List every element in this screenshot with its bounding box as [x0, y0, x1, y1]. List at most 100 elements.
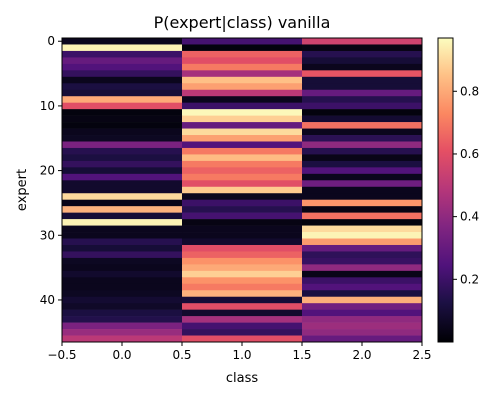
heatmap-cell — [302, 167, 423, 175]
heatmap-cell — [302, 180, 423, 188]
heatmap-cell — [302, 212, 423, 220]
heatmap-cell — [182, 244, 303, 252]
heatmap-cell — [182, 128, 303, 136]
heatmap-cell — [182, 135, 303, 142]
heatmap-cell — [62, 173, 183, 181]
heatmap-cell — [302, 57, 423, 65]
heatmap-cell — [182, 296, 303, 304]
x-tick-label: 0.0 — [112, 348, 131, 362]
heatmap-cell — [182, 309, 303, 317]
x-tick-label: 1.0 — [232, 348, 251, 362]
colorbar-tick-label: 0.4 — [460, 210, 479, 224]
heatmap-cell — [62, 38, 183, 45]
colorbar-tick-label: 0.8 — [460, 84, 479, 98]
heatmap-cell — [302, 70, 423, 78]
chart-title: P(expert|class) vanilla — [154, 13, 331, 32]
heatmap-cell — [302, 173, 423, 181]
heatmap-cell — [62, 50, 183, 58]
heatmap-cell — [62, 296, 183, 304]
heatmap-cell — [182, 63, 303, 71]
heatmap-cell — [302, 115, 423, 123]
heatmap-cell — [182, 122, 303, 129]
heatmap-cell — [302, 232, 423, 239]
heatmap-cell — [302, 316, 423, 323]
heatmap-cell — [62, 167, 183, 175]
y-tick-label: 30 — [40, 228, 55, 242]
heatmap-cell — [62, 309, 183, 317]
heatmap-cell — [62, 115, 183, 123]
heatmap-cell — [62, 206, 183, 213]
heatmap-cell — [182, 212, 303, 220]
heatmap-cell — [182, 186, 303, 194]
heatmap-cell — [182, 316, 303, 323]
heatmap-cell — [62, 128, 183, 136]
heatmap-cell — [182, 44, 303, 52]
heatmap-cell — [182, 270, 303, 278]
heatmap-cell — [62, 232, 183, 239]
heatmap-cell — [302, 96, 423, 103]
heatmap-cell — [302, 335, 423, 343]
heatmap-cell — [62, 290, 183, 298]
heatmap-cell — [62, 83, 183, 91]
heatmap-cell — [62, 322, 183, 330]
heatmap-cell — [302, 141, 423, 149]
heatmap-cell — [302, 63, 423, 71]
heatmap-cell — [62, 303, 183, 310]
heatmap-cell — [302, 225, 423, 233]
heatmap-cell — [62, 186, 183, 194]
heatmap-cell — [182, 264, 303, 272]
heatmap-cell — [62, 89, 183, 97]
x-tick-label: −0.5 — [47, 348, 76, 362]
heatmap-cell — [302, 290, 423, 298]
heatmap-cell — [62, 122, 183, 129]
heatmap-cell — [62, 244, 183, 252]
heatmap-cell — [62, 96, 183, 103]
heatmap-cell — [182, 335, 303, 343]
colorbar-tick-label: 0.6 — [460, 147, 479, 161]
heatmap-cell — [62, 264, 183, 272]
heatmap-cell — [302, 199, 423, 207]
heatmap-cell — [302, 154, 423, 162]
heatmap-cell — [182, 199, 303, 207]
heatmap-cell — [62, 135, 183, 142]
heatmap-cell — [62, 251, 183, 259]
colorbar-tick-label: 0.2 — [460, 272, 479, 286]
heatmap-cell — [302, 322, 423, 330]
heatmap-cell — [302, 309, 423, 317]
heatmap-cell — [62, 199, 183, 207]
heatmap-cell — [182, 76, 303, 84]
heatmap-cell — [182, 154, 303, 162]
heatmap-cell — [62, 193, 183, 201]
heatmap-cell — [182, 147, 303, 155]
heatmap-cell — [62, 160, 183, 168]
heatmap-cell — [182, 38, 303, 45]
heatmap-cell — [182, 329, 303, 336]
heatmap-cell — [302, 135, 423, 142]
heatmap-cell — [62, 277, 183, 285]
heatmap-cell — [182, 160, 303, 168]
heatmap-cell — [182, 322, 303, 330]
heatmap-cell — [182, 277, 303, 285]
heatmap-cell — [302, 76, 423, 84]
heatmap-cell — [182, 225, 303, 233]
heatmap-cell — [62, 257, 183, 265]
x-tick-label: 0.5 — [172, 348, 191, 362]
heatmap-cell — [62, 225, 183, 233]
heatmap-cell — [302, 160, 423, 168]
y-tick-label: 0 — [47, 34, 55, 48]
heatmap-cell — [182, 283, 303, 291]
heatmap-cell — [302, 83, 423, 91]
heatmap-cell — [302, 219, 423, 226]
heatmap-cell — [302, 277, 423, 285]
heatmap-cell — [62, 212, 183, 220]
heatmap-cell — [62, 57, 183, 65]
x-tick-label: 2.5 — [412, 348, 431, 362]
heatmap-cell — [182, 83, 303, 91]
heatmap-cell — [182, 50, 303, 58]
heatmap-cell — [302, 122, 423, 129]
heatmap-cell — [182, 290, 303, 298]
heatmap-cell — [62, 44, 183, 52]
heatmap-cell — [62, 102, 183, 110]
heatmap-cell — [182, 219, 303, 226]
